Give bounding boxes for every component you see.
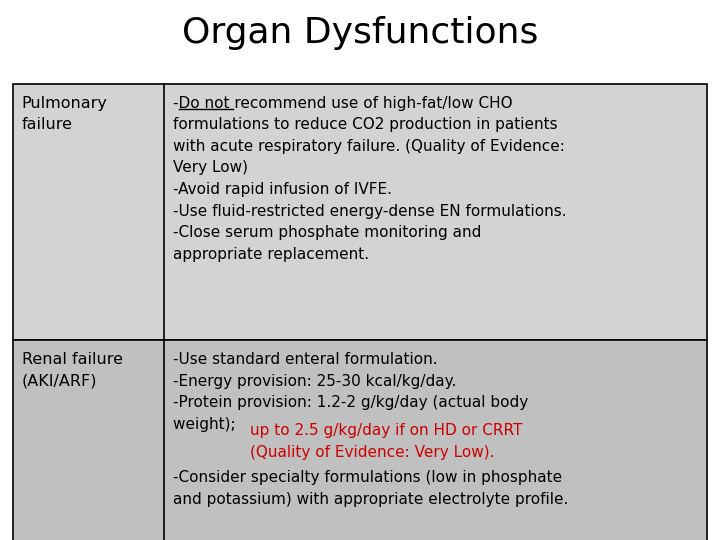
Text: up to 2.5 g/kg/day if on HD or CRRT
(Quality of Evidence: Very Low).: up to 2.5 g/kg/day if on HD or CRRT (Qua… xyxy=(250,423,523,460)
Bar xyxy=(13,340,707,540)
Text: -Use standard enteral formulation.
-Energy provision: 25-30 kcal/kg/day.
-Protei: -Use standard enteral formulation. -Ener… xyxy=(173,352,528,432)
Text: Organ Dysfunctions: Organ Dysfunctions xyxy=(182,16,538,50)
Text: -Do not recommend use of high-fat/low CHO
formulations to reduce CO2 production : -Do not recommend use of high-fat/low CH… xyxy=(173,96,567,262)
Text: Renal failure
(AKI/ARF): Renal failure (AKI/ARF) xyxy=(22,352,122,389)
Bar xyxy=(13,84,707,340)
Text: Pulmonary
failure: Pulmonary failure xyxy=(22,96,107,132)
Text: -Consider specialty formulations (low in phosphate
and potassium) with appropria: -Consider specialty formulations (low in… xyxy=(173,470,568,507)
